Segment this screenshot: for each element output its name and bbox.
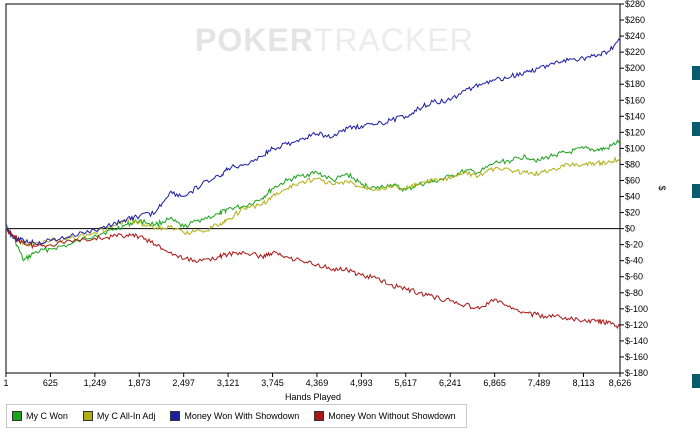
y-tick-label: $140 (625, 111, 645, 121)
x-tick-label: 2,497 (172, 378, 195, 388)
x-tick-label: 625 (43, 378, 58, 388)
series-line-2 (5, 155, 621, 247)
watermark-brand-left: POKER (195, 22, 314, 58)
legend-item: Money Won Without Showdown (309, 405, 465, 427)
watermark-logo: POKERTRACKER (195, 22, 474, 59)
y-tick-label: $20 (625, 208, 640, 218)
watermark-brand-right: TRACKER (313, 22, 474, 58)
chart-legend: My C Won My C All-In Adj Money Won With Sh… (6, 404, 467, 428)
x-tick-label: 3,745 (261, 378, 284, 388)
y-tick-label: $-160 (625, 352, 648, 362)
y-tick-label: $-80 (625, 288, 643, 298)
y-tick-label: $200 (625, 63, 645, 73)
x-tick-label: 7,489 (528, 378, 551, 388)
legend-item: My C Won (7, 405, 78, 427)
y-tick-label: $-140 (625, 336, 648, 346)
window-edge-strip (690, 0, 700, 446)
y-tick-label: $120 (625, 127, 645, 137)
y-tick-label: $-120 (625, 320, 648, 330)
axes-layer (5, 3, 624, 377)
legend-item: My C All-In Adj (78, 405, 166, 427)
y-tick-label: $160 (625, 95, 645, 105)
y-tick-label: $0 (625, 224, 635, 234)
x-tick-label: 8,113 (573, 378, 595, 388)
legend-swatch (82, 411, 93, 421)
legend-label: My C Won (26, 411, 68, 421)
series-line-4 (5, 228, 621, 330)
edge-marker (692, 374, 700, 388)
x-tick-label: 1,249 (84, 378, 107, 388)
series-line-1 (5, 139, 621, 262)
edge-marker (692, 122, 700, 136)
x-tick-label: 8,626 (609, 378, 632, 388)
x-tick-label: 5,617 (395, 378, 418, 388)
x-tick-label: 6,241 (439, 378, 462, 388)
legend-label: My C All-In Adj (96, 411, 156, 421)
series-layer (5, 38, 621, 330)
x-tick-label: 6,865 (483, 378, 506, 388)
y-axis-label: $ (657, 185, 667, 190)
legend-item: Money Won With Showdown (165, 405, 309, 427)
y-tick-label: $260 (625, 15, 645, 25)
legend-label: Money Won Without Showdown (328, 411, 456, 421)
y-tick-label: $180 (625, 79, 645, 89)
y-tick-label: $-20 (625, 240, 643, 250)
legend-swatch (314, 411, 325, 421)
x-tick-label: 3,121 (217, 378, 240, 388)
y-tick-label: $100 (625, 143, 645, 153)
series-line-3 (5, 38, 621, 246)
y-tick-label: $-180 (625, 368, 648, 378)
edge-marker (692, 184, 700, 198)
y-tick-label: $60 (625, 175, 640, 185)
legend-swatch (12, 411, 22, 421)
y-tick-label: $-40 (625, 256, 643, 266)
y-tick-label: $80 (625, 159, 640, 169)
edge-marker (692, 66, 700, 80)
x-axis-label: Hands Played (285, 392, 341, 402)
legend-label: Money Won With Showdown (184, 411, 300, 421)
x-tick-label: 4,993 (350, 378, 373, 388)
y-tick-label: $-100 (625, 304, 648, 314)
plot-area-border (5, 3, 621, 374)
y-tick-label: $-60 (625, 272, 643, 282)
y-tick-label: $280 (625, 0, 645, 9)
y-tick-label: $220 (625, 47, 645, 57)
legend-swatch (170, 411, 181, 421)
x-tick-label: 1 (3, 378, 8, 388)
y-tick-label: $40 (625, 192, 640, 202)
y-tick-label: $240 (625, 31, 645, 41)
x-tick-label: 1,873 (128, 378, 151, 388)
x-tick-label: 4,369 (306, 378, 329, 388)
tick-labels-layer: $280 $260 $240 $220 $200 $180 $160 $140 $120 $100… (3, 0, 667, 402)
